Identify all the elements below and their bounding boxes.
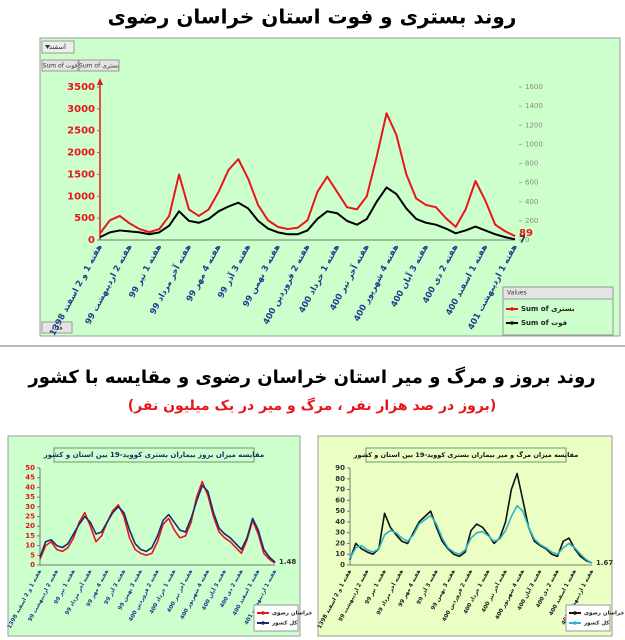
end-value-label: 1.67 bbox=[596, 559, 613, 567]
axis-arrow bbox=[97, 78, 103, 85]
legend-marker bbox=[510, 307, 514, 311]
row-button[interactable] bbox=[41, 321, 73, 334]
legend-label: کل کشور bbox=[271, 620, 298, 627]
chart-title: مقایسه میزان بروز بیماران بستری کووید-19… bbox=[43, 451, 264, 459]
legend-marker bbox=[261, 621, 265, 625]
y-tick-label: 40 bbox=[335, 518, 345, 526]
legend-marker bbox=[510, 321, 514, 325]
series-line bbox=[349, 472, 593, 564]
y-tick-label: 5 bbox=[30, 551, 35, 559]
filter-label: اسفند bbox=[49, 43, 66, 51]
y-tick-label: 3500 bbox=[67, 82, 95, 93]
section-subtitle: (بروز در صد هزار نفر ، مرگ و میر در یک م… bbox=[128, 397, 496, 414]
series-line bbox=[39, 480, 276, 564]
y-tick-label: 35 bbox=[25, 493, 35, 501]
y-tick-label: 2500 bbox=[67, 126, 95, 137]
y-tick-label: 80 bbox=[335, 475, 345, 483]
legend-marker bbox=[261, 611, 265, 615]
y-tick-label: 20 bbox=[25, 522, 35, 530]
y-tick-label: 0 bbox=[88, 235, 95, 246]
section-title: روند بروز و مرگ و میر استان خراسان رضوی … bbox=[27, 366, 595, 388]
field-button-label: Sum of فوت bbox=[43, 63, 78, 70]
y-tick-label: 15 bbox=[25, 532, 35, 540]
y2-tick-label: 1000 bbox=[525, 140, 543, 148]
legend-title: Values bbox=[507, 290, 527, 297]
y-tick-label: 0 bbox=[340, 561, 345, 569]
page-title: روند بستری و فوت استان خراسان رضوی bbox=[108, 5, 517, 29]
legend-label: Sum of فوت bbox=[521, 319, 567, 327]
chart-panel bbox=[317, 435, 613, 637]
y-tick-label: 40 bbox=[25, 483, 35, 491]
title-box bbox=[53, 447, 255, 463]
series-line bbox=[99, 112, 516, 238]
y2-tick-label: 600 bbox=[525, 179, 538, 187]
y2-tick-label: 200 bbox=[525, 217, 538, 225]
series-line bbox=[99, 186, 516, 241]
y-tick-label: 25 bbox=[25, 513, 35, 521]
end-value-label: 89 bbox=[519, 228, 533, 239]
y-tick-label: 70 bbox=[335, 486, 345, 494]
legend-body bbox=[502, 298, 614, 336]
legend-label: Sum of بستری bbox=[521, 305, 575, 313]
y-tick-label: 50 bbox=[25, 464, 35, 472]
y-tick-label: 3000 bbox=[67, 104, 95, 115]
y-tick-label: 20 bbox=[335, 539, 345, 547]
y2-tick-label: 1400 bbox=[525, 102, 543, 110]
legend-marker bbox=[573, 611, 577, 615]
legend-label: خراسان رضوی bbox=[584, 611, 624, 617]
y-tick-label: 45 bbox=[25, 474, 35, 482]
filter-button[interactable] bbox=[41, 40, 75, 54]
end-value-label: 1.48 bbox=[279, 558, 296, 566]
legend-marker bbox=[573, 621, 577, 625]
end-value-label: 7 bbox=[519, 234, 526, 245]
field-button[interactable] bbox=[41, 59, 79, 72]
y-tick-label: 30 bbox=[25, 503, 35, 511]
y-tick-label: 2000 bbox=[67, 148, 95, 159]
y-tick-label: 0 bbox=[30, 561, 35, 569]
y-tick-label: 30 bbox=[335, 529, 345, 537]
y-tick-label: 500 bbox=[74, 213, 95, 224]
chart-panel bbox=[7, 435, 301, 637]
chart-title: مقایسه میزان مرگ و میر بیماران بستری کوو… bbox=[353, 450, 578, 459]
legend-label: خراسان رضوی bbox=[272, 611, 312, 617]
series-line bbox=[349, 504, 593, 564]
y2-tick-label: 1600 bbox=[525, 83, 543, 91]
field-button-label: Sum of بستری bbox=[79, 63, 119, 70]
chart-panel bbox=[39, 37, 621, 337]
series-line bbox=[39, 484, 276, 563]
y-tick-label: 1500 bbox=[67, 169, 95, 180]
y-tick-label: 60 bbox=[335, 496, 345, 504]
y-tick-label: 10 bbox=[335, 550, 345, 558]
legend-box bbox=[253, 604, 299, 632]
dropdown-arrow bbox=[45, 45, 50, 49]
y2-tick-label: 400 bbox=[525, 198, 538, 206]
y2-tick-label: 1200 bbox=[525, 121, 543, 129]
y-tick-label: 50 bbox=[335, 507, 345, 515]
legend-label: کل کشور bbox=[583, 620, 610, 627]
y-tick-label: 90 bbox=[335, 464, 345, 472]
title-box bbox=[365, 447, 567, 463]
y-tick-label: 10 bbox=[25, 542, 35, 550]
y-tick-label: 1000 bbox=[67, 191, 95, 202]
y2-tick-label: 0 bbox=[525, 236, 529, 244]
field-button[interactable] bbox=[78, 59, 120, 72]
y2-tick-label: 800 bbox=[525, 160, 538, 168]
row-button-label: هفته bbox=[51, 325, 62, 332]
legend-box bbox=[565, 604, 611, 632]
